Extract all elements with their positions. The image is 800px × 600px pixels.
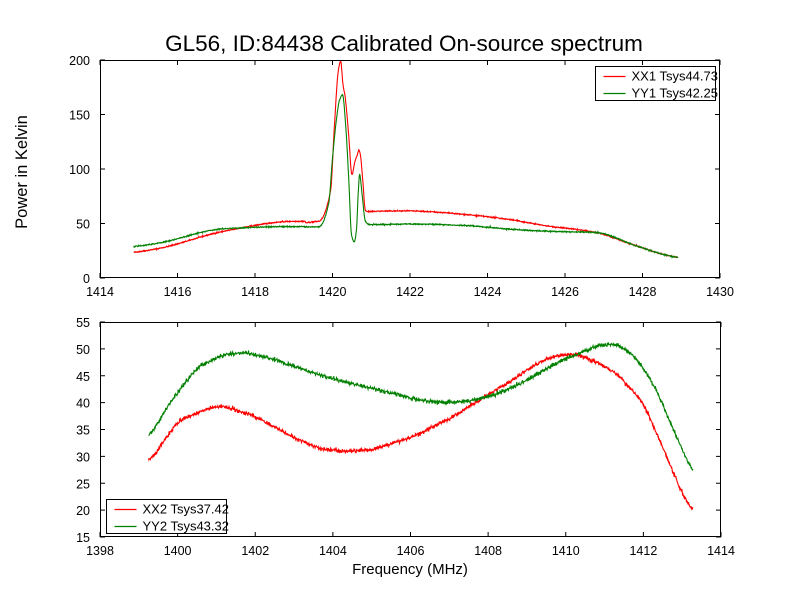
svg-text:15: 15 (76, 531, 90, 545)
svg-text:1422: 1422 (396, 285, 424, 299)
svg-text:1430: 1430 (706, 285, 734, 299)
svg-text:1402: 1402 (241, 544, 269, 558)
svg-text:0: 0 (83, 272, 90, 286)
svg-text:40: 40 (76, 397, 90, 411)
svg-text:Power in Kelvin: Power in Kelvin (13, 115, 31, 229)
svg-text:20: 20 (76, 504, 90, 518)
svg-text:25: 25 (76, 477, 90, 491)
svg-text:1416: 1416 (164, 285, 192, 299)
svg-text:GL56, ID:84438 Calibrated On-s: GL56, ID:84438 Calibrated On-source spec… (165, 31, 643, 56)
svg-text:YY1 Tsys42.25: YY1 Tsys42.25 (632, 86, 718, 101)
svg-text:1420: 1420 (319, 285, 347, 299)
svg-text:1398: 1398 (86, 544, 114, 558)
svg-text:1406: 1406 (397, 544, 425, 558)
svg-text:55: 55 (76, 316, 90, 330)
svg-text:1400: 1400 (164, 544, 192, 558)
svg-text:Frequency (MHz): Frequency (MHz) (352, 561, 468, 578)
svg-text:1404: 1404 (319, 544, 347, 558)
svg-text:XX1 Tsys44.73: XX1 Tsys44.73 (632, 69, 718, 84)
svg-text:50: 50 (76, 218, 90, 232)
svg-text:35: 35 (76, 424, 90, 438)
svg-text:1410: 1410 (552, 544, 580, 558)
svg-text:1418: 1418 (241, 285, 269, 299)
svg-text:30: 30 (76, 450, 90, 464)
svg-text:200: 200 (69, 54, 90, 68)
svg-text:1408: 1408 (474, 544, 502, 558)
svg-text:45: 45 (76, 370, 90, 384)
svg-text:1412: 1412 (629, 544, 657, 558)
svg-text:1414: 1414 (707, 544, 735, 558)
svg-text:1424: 1424 (474, 285, 502, 299)
svg-text:150: 150 (69, 109, 90, 123)
svg-text:1414: 1414 (86, 285, 114, 299)
svg-text:1426: 1426 (551, 285, 579, 299)
svg-text:1428: 1428 (629, 285, 657, 299)
svg-text:YY2 Tsys43.32: YY2 Tsys43.32 (143, 519, 229, 534)
svg-text:XX2 Tsys37.42: XX2 Tsys37.42 (143, 502, 229, 517)
svg-text:50: 50 (76, 343, 90, 357)
svg-text:100: 100 (69, 163, 90, 177)
